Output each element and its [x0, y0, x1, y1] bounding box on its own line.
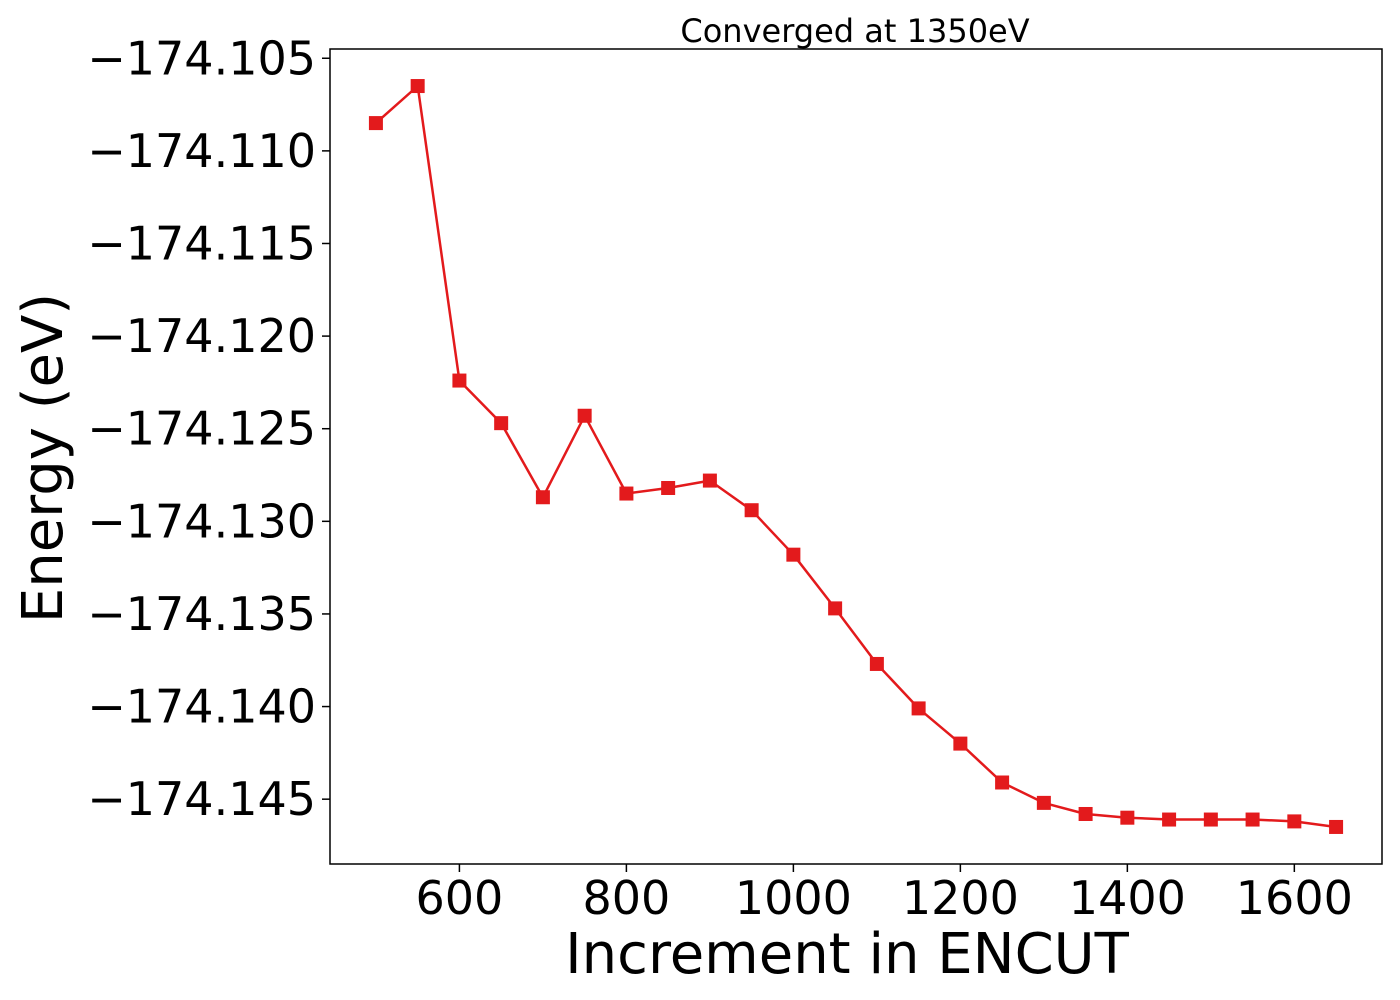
y-tick-label: −174.105	[87, 31, 316, 85]
x-axis-label: Increment in ENCUT	[565, 922, 1130, 987]
x-tick-label: 1200	[902, 871, 1019, 925]
x-axis: 600 800 1000 1200 1400 1600	[416, 864, 1353, 925]
data-point-marker	[1329, 819, 1344, 834]
y-tick-label: −174.115	[87, 216, 316, 270]
y-axis: −174.105 −174.110 −174.115 −174.120 −174.125…	[87, 31, 330, 826]
data-point-marker	[1162, 812, 1177, 827]
data-point-marker	[368, 116, 383, 131]
data-point-marker	[702, 473, 717, 488]
y-tick-label: −174.110	[87, 124, 316, 178]
x-tick-label: 600	[416, 871, 504, 925]
x-tick-label: 800	[582, 871, 670, 925]
data-point-marker	[744, 503, 759, 518]
y-tick-label: −174.130	[87, 494, 316, 548]
data-point-marker	[828, 601, 843, 616]
data-point-marker	[995, 775, 1010, 790]
data-point-marker	[911, 701, 926, 716]
data-point-marker	[577, 408, 592, 423]
y-tick-label: −174.120	[87, 309, 316, 363]
x-tick-label: 1000	[735, 871, 852, 925]
data-point-marker	[1287, 814, 1302, 829]
y-axis-label: Energy (eV)	[11, 293, 76, 623]
data-point-marker	[869, 656, 884, 671]
data-point-marker	[1120, 810, 1135, 825]
y-tick-label: −174.135	[87, 587, 316, 641]
x-tick-label: 1400	[1069, 871, 1186, 925]
data-point-marker	[452, 373, 467, 388]
data-point-marker	[786, 547, 801, 562]
plot-frame	[329, 48, 1383, 865]
data-point-marker	[1245, 812, 1260, 827]
data-point-marker	[494, 416, 509, 431]
y-tick-label: −174.125	[87, 402, 316, 456]
series-line	[375, 84, 1337, 829]
x-tick-label: 1600	[1236, 871, 1353, 925]
data-point-marker	[535, 490, 550, 505]
data-point-marker	[619, 486, 634, 501]
data-point-marker	[1036, 795, 1051, 810]
data-point-marker	[661, 480, 676, 495]
data-point-marker	[1203, 812, 1218, 827]
chart-title: Converged at 1350eV	[680, 12, 1029, 50]
y-tick-label: −174.145	[87, 772, 316, 826]
plot-area	[368, 79, 1344, 834]
y-tick-label: −174.140	[87, 680, 316, 734]
data-point-marker	[410, 79, 425, 94]
data-point-marker	[953, 736, 968, 751]
data-point-marker	[1078, 806, 1093, 821]
